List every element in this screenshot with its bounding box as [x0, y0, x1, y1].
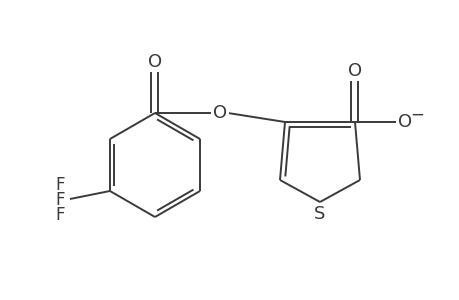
Text: S: S	[313, 205, 325, 223]
Text: F: F	[55, 206, 65, 224]
Text: O: O	[397, 113, 411, 131]
Text: F: F	[55, 176, 65, 194]
Text: O: O	[347, 62, 361, 80]
Text: O: O	[148, 53, 162, 71]
Text: F: F	[55, 191, 65, 209]
Text: O: O	[213, 104, 227, 122]
Text: −: −	[409, 106, 423, 124]
